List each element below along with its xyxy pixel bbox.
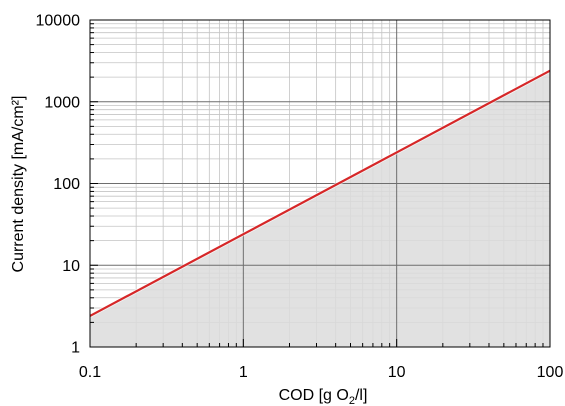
x-tick-labels: 0.1 1 10 100 [79,364,564,381]
series-area [90,70,550,348]
x-axis-label-main: COD [g O [279,387,349,404]
axis-ticks [89,19,551,348]
x-tick-label: 100 [537,364,564,381]
x-tick-label: 0.1 [79,364,101,381]
y-tick-label: 1000 [44,94,80,111]
x-tick-label: 10 [388,364,406,381]
y-tick-label: 10 [62,258,80,275]
y-axis-label: Current density [mA/cm²] [10,96,27,273]
x-tick-label: 1 [239,364,248,381]
y-tick-label: 10000 [36,13,81,30]
y-tick-label: 100 [53,176,80,193]
x-axis-label-subscript: 2 [349,395,355,406]
x-axis-label: COD [g O2/l] [279,387,368,406]
series-line [89,69,551,317]
area-layer [90,70,550,348]
line-layer [89,68,551,318]
x-axis-label-tail: /l] [355,387,367,404]
y-tick-label: 1 [71,340,80,357]
y-tick-labels: 1 10 100 1000 10000 [36,13,81,357]
